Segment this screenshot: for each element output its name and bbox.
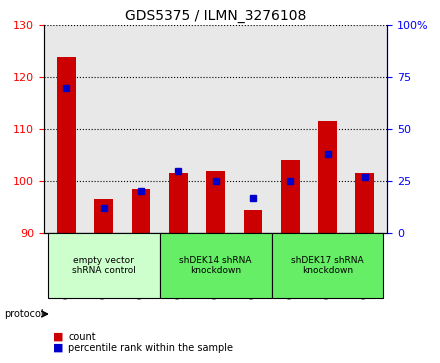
Bar (281, 160, 300, 233)
Text: shDEK17 shRNA
knockdown: shDEK17 shRNA knockdown (291, 256, 364, 275)
Bar (57, 57, 76, 233)
Bar (244, 209, 262, 233)
Bar (160, 233, 271, 298)
Text: ■: ■ (53, 332, 63, 342)
Text: percentile rank within the sample: percentile rank within the sample (68, 343, 233, 353)
Text: count: count (68, 332, 96, 342)
Text: shDEK14 shRNA
knockdown: shDEK14 shRNA knockdown (180, 256, 252, 275)
Bar (206, 171, 225, 233)
Text: ■: ■ (53, 343, 63, 353)
Text: empty vector
shRNA control: empty vector shRNA control (72, 256, 136, 275)
Bar (132, 189, 150, 233)
Title: GDS5375 / ILMN_3276108: GDS5375 / ILMN_3276108 (125, 9, 306, 23)
Bar (356, 173, 374, 233)
Bar (48, 233, 160, 298)
Bar (271, 233, 384, 298)
Text: protocol: protocol (4, 309, 44, 319)
Bar (169, 173, 187, 233)
Bar (94, 199, 113, 233)
Bar (318, 121, 337, 233)
